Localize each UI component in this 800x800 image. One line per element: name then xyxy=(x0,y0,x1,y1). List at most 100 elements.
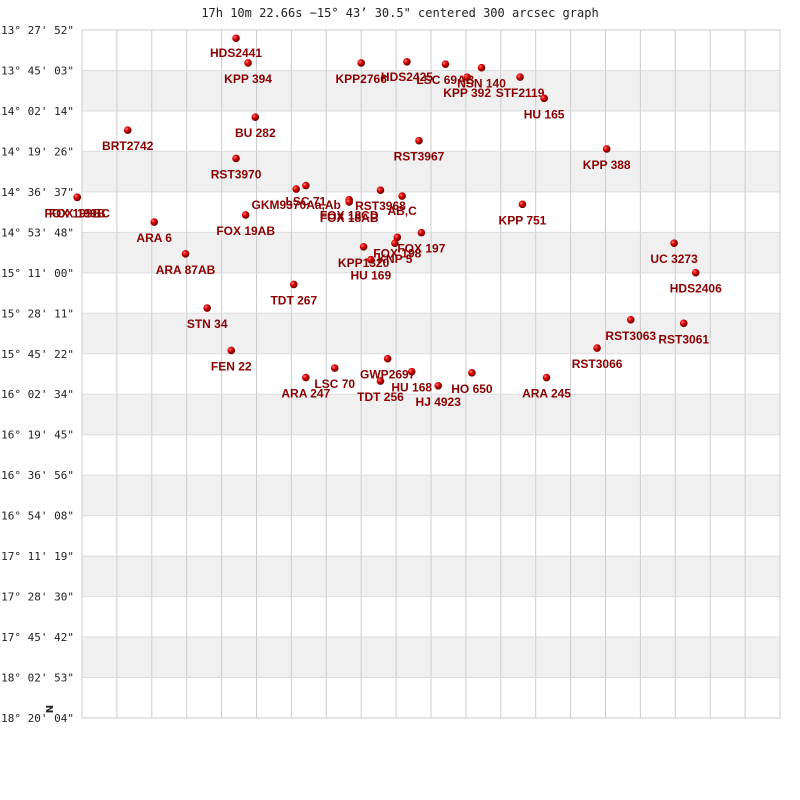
star-label: HU 169 xyxy=(350,269,391,283)
star-point: HO 650 xyxy=(451,369,493,396)
star-label: FOX 198 xyxy=(373,246,421,260)
star-label: KNP 5 xyxy=(377,252,412,266)
star-marker xyxy=(670,239,678,248)
star-point: HDS2441 xyxy=(210,34,262,60)
star-point: GWP2697 xyxy=(360,354,416,382)
star-point: FOX 197 xyxy=(397,228,446,256)
star-label: NSN 140 xyxy=(457,77,506,91)
star-label: STN 34 xyxy=(187,317,228,331)
star-point: STN 34 xyxy=(187,304,228,331)
star-marker xyxy=(241,211,250,219)
star-point: KPP 388 xyxy=(583,145,631,172)
star-label: KPP 394 xyxy=(224,72,272,86)
star-label: LSC 69AB xyxy=(416,73,474,87)
star-marker xyxy=(540,94,548,103)
star-marker xyxy=(367,255,375,264)
star-marker xyxy=(330,364,339,372)
star-marker xyxy=(244,59,252,67)
star-point: TDT 256 xyxy=(357,377,404,404)
y-tick-label: -17° 28' 30" xyxy=(0,591,74,604)
y-tick-label: -14° 53' 48" xyxy=(0,226,74,239)
star-marker xyxy=(626,316,635,324)
star-point: KPP2766 xyxy=(336,59,388,86)
star-marker xyxy=(232,34,240,43)
star-label: KPP 392 xyxy=(443,86,491,100)
star-point: FEN 22 xyxy=(211,346,252,373)
star-marker xyxy=(468,369,476,377)
star-label: TDT 256 xyxy=(357,390,404,404)
star-point: ARA 6 xyxy=(136,218,172,245)
star-marker xyxy=(376,377,385,385)
star-point: RST3063 xyxy=(605,316,656,343)
star-marker xyxy=(434,381,443,390)
star-label: KPP 751 xyxy=(499,213,547,227)
star-marker xyxy=(393,233,402,242)
star-point: KPP 392 xyxy=(443,73,491,100)
star-label: FOX 19AB xyxy=(216,224,275,238)
star-marker xyxy=(232,154,240,163)
star-label: ARA 87AB xyxy=(156,263,216,277)
star-label: LSC 71 xyxy=(285,195,326,209)
star-label: RST3066 xyxy=(572,357,623,371)
star-point: FOX 198 xyxy=(373,233,422,260)
star-marker xyxy=(463,73,471,81)
y-tick-label: -16° 36' 56" xyxy=(0,469,74,482)
star-label: BRT2742 xyxy=(102,139,154,153)
star-label: FOX 18CD xyxy=(320,209,379,223)
star-label: FOX 199BC xyxy=(45,206,111,220)
chart-title: 17h 10m 22.66s −15° 43’ 30.5" centered 3… xyxy=(201,6,598,20)
star-point: ARA 245 xyxy=(522,373,571,401)
star-marker xyxy=(415,136,423,145)
star-label: FOX 199B xyxy=(49,206,106,220)
star-label: HU 165 xyxy=(524,107,565,121)
y-tick-label: -14° 02' 14" xyxy=(0,105,74,118)
star-point: BRT2742 xyxy=(102,126,154,153)
star-marker xyxy=(417,228,426,237)
star-point: KPP 394 xyxy=(224,59,272,86)
y-tick-label: -14° 36' 37" xyxy=(0,186,74,199)
compass-north-label: N xyxy=(45,705,56,713)
y-tick-label: -13° 45' 03" xyxy=(0,64,74,77)
star-label: BU 282 xyxy=(235,126,276,140)
star-point: FOX 18AB xyxy=(320,198,379,225)
star-label: HO 650 xyxy=(451,382,493,396)
y-tick-label: -16° 02' 34" xyxy=(0,388,74,401)
star-label: RST3970 xyxy=(211,167,262,181)
star-label: TDT 267 xyxy=(270,293,317,307)
y-tick-label: -16° 54' 08" xyxy=(0,510,74,523)
star-label: HDS2406 xyxy=(670,282,722,296)
star-label: KPP 388 xyxy=(583,158,631,172)
star-point: LSC 71 xyxy=(285,181,327,209)
plot-border xyxy=(81,29,781,719)
star-label: HDS2425 xyxy=(381,70,433,84)
star-label: KPP2766 xyxy=(336,72,388,86)
star-marker xyxy=(345,198,353,206)
star-point: BU 282 xyxy=(235,113,276,140)
star-label: RST3968 xyxy=(355,199,406,213)
star-label: HU 168 xyxy=(391,381,432,395)
star-point: FOX 199B xyxy=(49,193,106,220)
star-label: RST3063 xyxy=(605,329,656,343)
star-marker xyxy=(441,60,450,68)
star-label: STF2119 xyxy=(496,86,545,100)
star-marker xyxy=(398,192,406,200)
star-marker xyxy=(203,304,211,312)
star-point: HU 169 xyxy=(350,255,391,283)
y-tick-label: -17° 11' 19" xyxy=(0,550,74,563)
star-marker xyxy=(691,268,700,277)
star-label: RST3061 xyxy=(658,332,709,346)
star-marker xyxy=(181,250,190,258)
plot-area xyxy=(81,29,781,719)
star-marker xyxy=(383,354,392,363)
y-tick-label: -18° 02' 53" xyxy=(0,672,74,685)
star-label: ARA 247 xyxy=(281,387,330,401)
star-label: UC 3273 xyxy=(650,252,698,266)
star-marker xyxy=(477,63,486,72)
star-point: ARA 247 xyxy=(281,373,331,401)
star-marker xyxy=(123,126,132,134)
star-label: ARA 245 xyxy=(522,387,571,401)
y-tick-label: -16° 19' 45" xyxy=(0,429,74,442)
star-marker xyxy=(376,186,385,195)
star-marker xyxy=(518,200,527,209)
